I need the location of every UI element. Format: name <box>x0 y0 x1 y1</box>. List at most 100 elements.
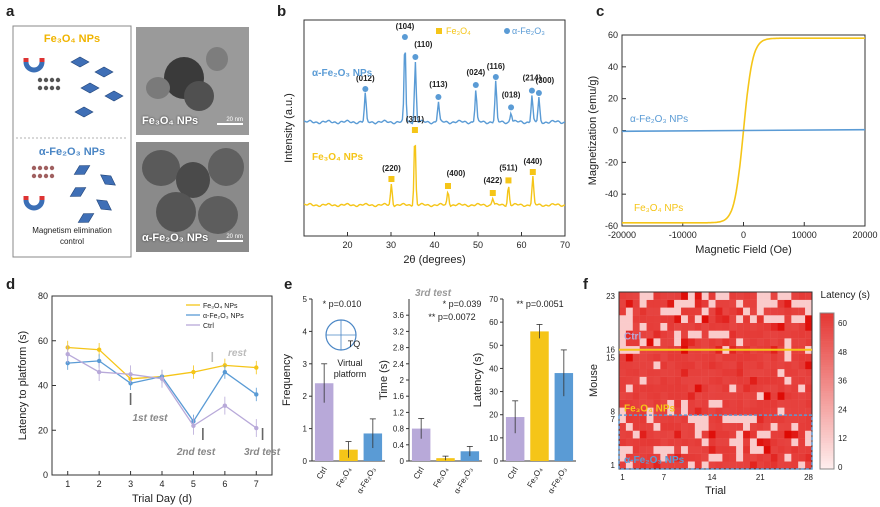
colorbar-segment <box>820 385 834 389</box>
heatmap-cell <box>625 338 633 347</box>
heatmap-cell <box>798 322 806 331</box>
heatmap-cell <box>653 399 661 408</box>
heatmap-cell <box>749 376 758 385</box>
heatmap-cell <box>632 353 640 362</box>
heatmap-cell <box>729 299 737 308</box>
heatmap-cell <box>729 445 737 454</box>
xrd-series-afe2o3-peak-label-0: (012) <box>356 74 375 83</box>
heatmap-cell <box>701 422 709 431</box>
heatmap-cell <box>749 415 758 424</box>
bar-freq-0 <box>314 383 334 461</box>
heatmap-cell <box>777 361 785 370</box>
heatmap-cell <box>729 392 737 400</box>
heatmap-cell <box>681 407 689 416</box>
scale-bar-label: 20 nm <box>226 117 243 123</box>
heatmap-cell <box>681 415 689 424</box>
heatmap-cell <box>660 315 668 323</box>
heatmap-cell <box>791 299 799 308</box>
heatmap-cell <box>625 438 633 447</box>
colorbar-segment <box>820 414 834 418</box>
heatmap-cell <box>756 338 764 347</box>
heatmap-cell <box>784 353 792 362</box>
magnet-icon-2-pole2 <box>39 196 45 200</box>
vsm-xtick-label: -10000 <box>669 230 697 240</box>
heatmap-cell <box>756 361 764 370</box>
heatmap-cell <box>798 453 806 462</box>
mwm-xtick-label: 5 <box>191 479 196 489</box>
bar-freq-ytick-label: 0 <box>303 457 308 466</box>
heatmap-cell <box>653 461 661 470</box>
vsm-ytick-label: -60 <box>605 221 618 231</box>
heatmap-cell <box>646 445 654 454</box>
heatmap-cell <box>694 399 702 408</box>
heatmap-cell <box>694 307 702 316</box>
heatmap-cell <box>749 307 758 316</box>
heatmap-cell <box>632 315 640 323</box>
heatmap-cell <box>798 415 806 424</box>
xrd-series-fe3o4-peak-label-3: (422) <box>483 176 502 185</box>
colorbar-segment <box>820 354 834 358</box>
heatmap-cell <box>619 415 627 424</box>
heatmap-cell <box>653 307 661 316</box>
heatmap-cell <box>639 461 647 470</box>
heatmap-cell <box>687 376 696 385</box>
heatmap-cell <box>777 307 785 316</box>
bar-time-ylabel: Time (s) <box>378 360 390 400</box>
heatmap-ytick-label: 1 <box>611 461 616 470</box>
heatmap-cell <box>791 353 799 362</box>
mwm-point-2-0 <box>65 351 70 357</box>
heatmap-cell <box>729 415 737 424</box>
heatmap-cell <box>722 438 730 447</box>
heatmap-cell <box>681 361 689 370</box>
heatmap-cell <box>756 368 764 377</box>
heatmap-cell <box>763 422 771 431</box>
xrd-series-afe2o3-peak-label-5: (116) <box>487 62 506 71</box>
bar-freq-cat-0: Ctrl <box>315 465 329 480</box>
heatmap-cell <box>619 376 627 385</box>
heatmap-cell <box>653 392 661 400</box>
heatmap-cell <box>798 461 806 470</box>
heatmap-cell <box>777 453 785 462</box>
heatmap-cell <box>667 299 675 308</box>
heatmap-cell <box>701 330 709 339</box>
heatmap-cell <box>701 315 709 323</box>
heatmap-cell <box>715 353 723 362</box>
heatmap-cell <box>694 361 702 370</box>
heatmap-cell <box>687 299 696 308</box>
heatmap-cell <box>646 392 654 400</box>
colorbar-segment <box>820 313 834 316</box>
heatmap-cell <box>619 445 627 454</box>
heatmap-cell <box>777 392 785 400</box>
heatmap-cell <box>749 353 758 362</box>
xrd-xtick-label: 60 <box>516 240 526 250</box>
scale-bar <box>217 123 243 125</box>
tem-image-afe2o3: α-Fe₂O₃ NPs 20 nm <box>136 142 249 252</box>
heatmap-cell <box>646 353 654 362</box>
heatmap-cell <box>674 438 682 447</box>
colorbar-tick: 60 <box>838 319 847 328</box>
heatmap-cell <box>681 422 689 431</box>
bar-time-0 <box>411 428 431 461</box>
colorbar-segment <box>820 406 834 410</box>
xrd-xtick-label: 30 <box>386 240 396 250</box>
bar-freq-ytick-label: 2 <box>303 392 308 401</box>
heatmap-cell <box>743 368 751 377</box>
heatmap-cell <box>660 422 668 431</box>
colorbar-segment <box>820 450 834 454</box>
heatmap-cell <box>743 453 751 462</box>
xrd-xlabel: 2θ (degrees) <box>403 254 465 266</box>
heatmap-cell <box>632 438 640 447</box>
np-diamond-1 <box>94 66 114 78</box>
np-dot-b4 <box>31 173 37 179</box>
heatmap-cell <box>708 368 716 377</box>
np-dot-b1 <box>37 165 43 171</box>
heatmap-cell <box>708 430 716 439</box>
heatmap-cell <box>715 422 723 431</box>
heatmap-cell <box>625 453 633 462</box>
heatmap-cell <box>639 338 647 347</box>
heatmap-cell <box>784 361 792 370</box>
heatmap-cell <box>743 422 751 431</box>
heatmap-cell <box>784 430 792 439</box>
colorbar-segment <box>820 344 834 348</box>
heatmap-cell <box>708 292 716 300</box>
